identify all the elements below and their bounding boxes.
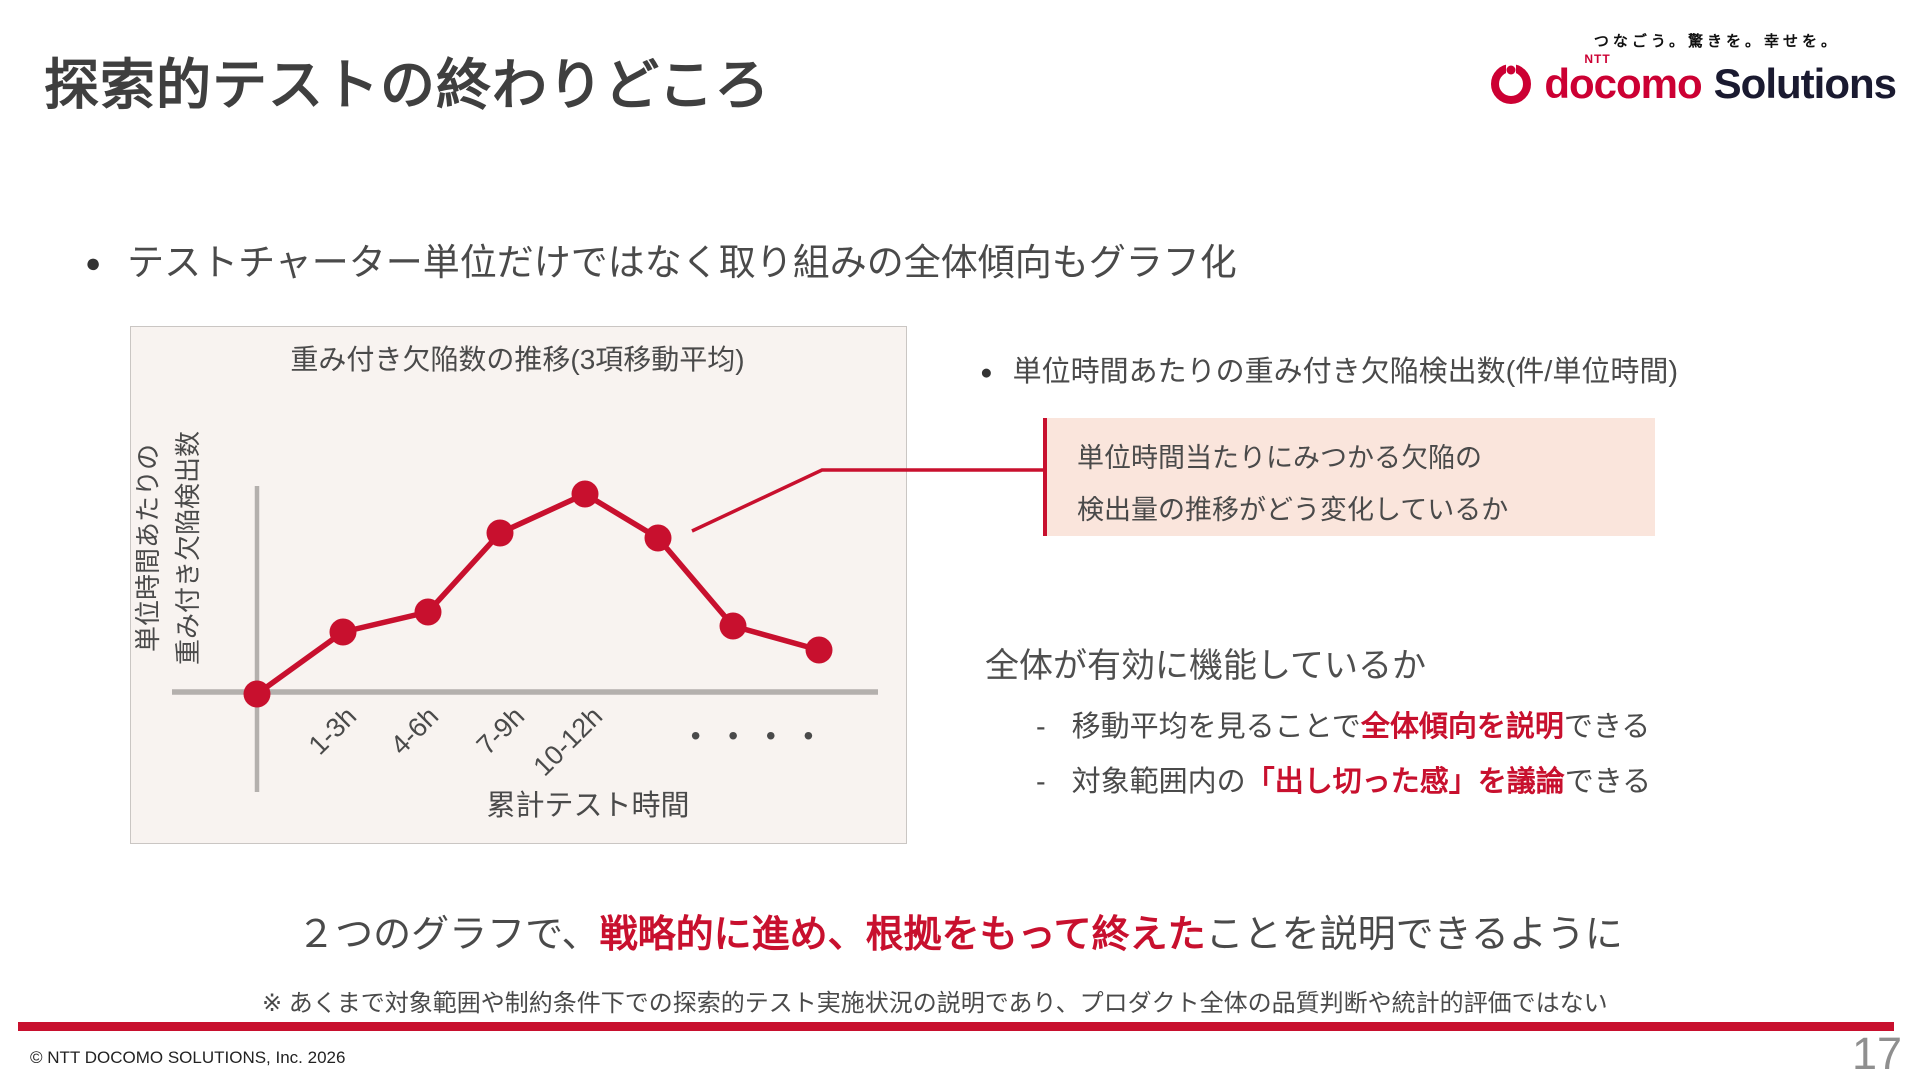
docomo-mark-icon (1491, 59, 1532, 104)
logo-tagline: つなごう。驚きを。幸せを。 (1593, 33, 1840, 50)
main-bullet: ● テストチャーター単位だけではなく取り組みの全体傾向もグラフ化 (85, 232, 1237, 286)
page-title: 探索的テストの終わりどころ (44, 54, 771, 116)
page-number: 17 (1851, 1028, 1902, 1079)
copyright-footer: © NTT DOCOMO SOLUTIONS, Inc. 2026 (30, 1048, 346, 1067)
bullet-icon: ● (980, 360, 993, 384)
right-bullet: ● 単位時間あたりの重み付き欠陥検出数(件/単位時間) (980, 348, 1678, 390)
logo-ntt-label: NTT (1584, 52, 1611, 66)
logo-suffix: Solutions (1713, 60, 1897, 107)
right-bullet-text: 単位時間あたりの重み付き欠陥検出数(件/単位時間) (1012, 356, 1678, 388)
y-axis-label-line2: 重み付き欠陥検出数 (173, 431, 203, 666)
callout-line1: 単位時間当たりにみつかる欠陥の (1077, 443, 1482, 473)
sub-bullet-2: - 対象範囲内の「出し切った感」を議論できる (1036, 758, 1651, 800)
sub-bullet-1-pre: 移動平均を見ることで (1071, 711, 1361, 743)
sub-bullet-1-post: できる (1563, 711, 1651, 743)
logo-brand-wrap: NTT docomo (1544, 53, 1702, 107)
conclusion-statement: ２つのグラフで、戦略的に進め、根拠をもって終えたことを説明できるように (0, 903, 1920, 958)
chart-panel (130, 326, 907, 844)
y-axis-label: 単位時間あたりの 重み付き欠陥検出数 (128, 348, 208, 748)
disclaimer-note: ※ あくまで対象範囲や制約条件下での探索的テスト実施状況の説明であり、プロダクト… (262, 990, 1608, 1017)
y-axis-label-line1: 単位時間あたりの (133, 444, 163, 653)
company-logo: つなごう。驚きを。幸せを。 NTT docomo Solutions (1488, 30, 1897, 107)
conclusion-post: ことを説明できるように (1205, 914, 1623, 956)
chart-title: 重み付き欠陥数の推移(3項移動平均) (290, 344, 745, 375)
dash: - (1036, 766, 1046, 798)
logo-brand: docomo (1544, 60, 1702, 107)
logo-row: NTT docomo Solutions (1488, 53, 1897, 107)
sub-bullet-2-pre: 対象範囲内の (1071, 766, 1246, 798)
conclusion-emphasis: 戦略的に進め、根拠をもって終えた (599, 914, 1206, 956)
sub-bullet-1: - 移動平均を見ることで全体傾向を説明できる (1036, 703, 1650, 745)
callout-box: 単位時間当たりにみつかる欠陥の 検出量の推移がどう変化しているか (1043, 418, 1655, 536)
dash: - (1036, 711, 1046, 743)
sub-bullet-1-emphasis: 全体傾向を説明 (1360, 711, 1564, 743)
section-heading: 全体が有効に機能しているか (985, 647, 1426, 685)
sub-bullet-2-post: できる (1564, 766, 1652, 798)
divider-bar (18, 1022, 1894, 1031)
main-bullet-text: テストチャーター単位だけではなく取り組みの全体傾向もグラフ化 (127, 242, 1237, 283)
callout-line2: 検出量の推移がどう変化しているか (1077, 495, 1509, 525)
sub-bullet-2-emphasis: 「出し切った感」を議論 (1245, 766, 1565, 798)
bullet-icon: ● (85, 247, 102, 278)
conclusion-pre: ２つのグラフで、 (297, 914, 600, 956)
